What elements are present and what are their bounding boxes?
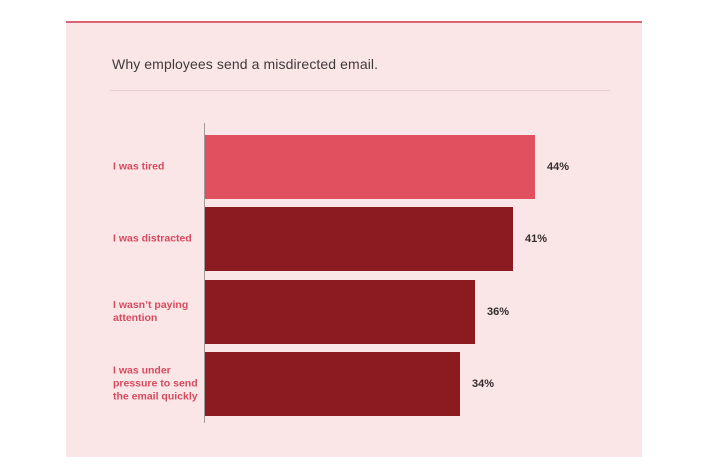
y-axis-line — [204, 123, 205, 423]
chart-panel: Why employees send a misdirected email. … — [66, 21, 642, 457]
value-label: 34% — [472, 378, 495, 390]
bar — [205, 280, 475, 344]
value-label: 36% — [487, 306, 510, 318]
value-label: 41% — [525, 233, 548, 245]
category-label: I wasn’t paying attention — [113, 299, 189, 324]
category-label: I was tired — [113, 160, 165, 173]
chart-title: Why employees send a misdirected email. — [112, 56, 379, 72]
category-label: I was under pressure to send the email q… — [113, 364, 198, 403]
title-divider — [110, 90, 610, 91]
bar — [205, 352, 460, 416]
category-label: I was distracted — [113, 232, 192, 245]
bar — [205, 135, 535, 199]
bar — [205, 207, 513, 271]
value-label: 44% — [547, 161, 570, 173]
